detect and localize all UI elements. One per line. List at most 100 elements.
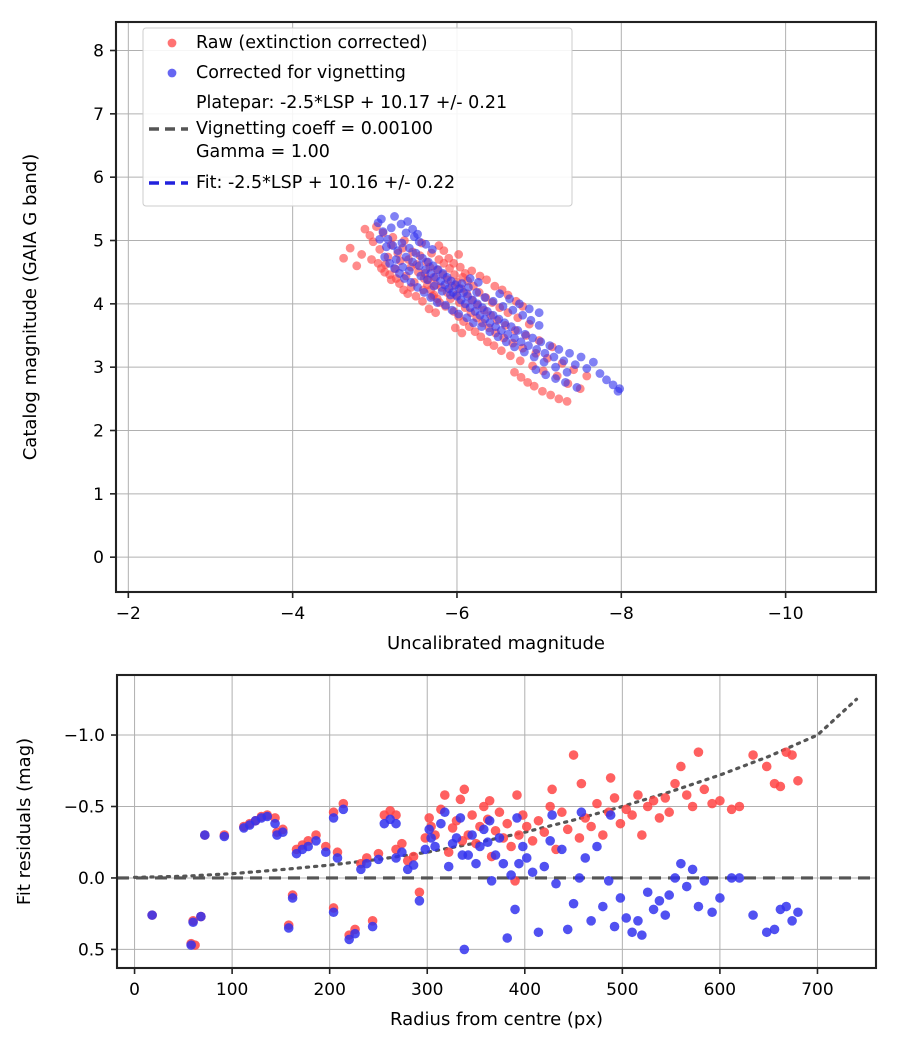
- data-point: [514, 858, 524, 869]
- data-point: [473, 277, 483, 287]
- data-point: [432, 298, 442, 307]
- data-point: [502, 933, 513, 943]
- data-point: [424, 824, 434, 835]
- data-point: [447, 305, 457, 315]
- data-point: [506, 322, 516, 332]
- data-point: [262, 811, 273, 822]
- data-point: [477, 322, 487, 332]
- data-point: [726, 804, 737, 815]
- data-point: [454, 250, 464, 259]
- data-point: [521, 853, 532, 863]
- data-point: [367, 921, 378, 932]
- data-point: [512, 790, 522, 800]
- legend-item[interactable]: Vignetting coeff = 0.00100: [149, 119, 433, 139]
- data-point: [605, 773, 616, 783]
- data-point: [699, 876, 710, 886]
- legend-item[interactable]: Corrected for vignetting: [167, 63, 406, 83]
- data-point: [414, 887, 425, 898]
- data-point: [352, 261, 362, 271]
- data-point: [408, 860, 419, 870]
- data-point: [562, 396, 572, 406]
- data-point: [490, 850, 501, 860]
- data-point: [519, 347, 529, 357]
- y-tick-label: −0.5: [64, 797, 105, 817]
- data-point: [451, 833, 462, 843]
- data-point: [464, 282, 473, 292]
- data-point: [598, 901, 608, 912]
- y-axis-label: Catalog magnitude (GAIA G band): [20, 154, 41, 461]
- legend-item-label: Fit: -2.5*LSP + 10.16 +/- 0.22: [196, 173, 455, 193]
- data-point: [414, 896, 425, 906]
- legend-item[interactable]: Fit: -2.5*LSP + 10.16 +/- 0.22: [149, 173, 455, 193]
- data-point: [515, 299, 524, 309]
- data-point: [397, 838, 407, 849]
- data-point: [539, 357, 549, 367]
- data-point: [516, 372, 526, 382]
- data-point: [401, 252, 411, 262]
- data-point: [391, 255, 401, 264]
- legend-item[interactable]: Platepar: -2.5*LSP + 10.17 +/- 0.21: [196, 93, 507, 113]
- data-point: [486, 876, 497, 886]
- data-point: [467, 810, 477, 820]
- legend-item[interactable]: Raw (extinction corrected): [167, 33, 428, 53]
- legend-item-label: Platepar: -2.5*LSP + 10.17 +/- 0.21: [196, 93, 507, 113]
- data-point: [457, 279, 467, 288]
- axis-ticks: −2 −4 −6 −8 −10 0 1 2 3 4 5 6 7 8: [93, 42, 803, 625]
- data-point: [390, 212, 399, 221]
- data-point: [664, 807, 674, 818]
- y-tick-label: 2: [93, 422, 104, 442]
- legend[interactable]: Raw (extinction corrected) Corrected for …: [142, 27, 573, 207]
- data-point: [633, 916, 643, 926]
- data-point: [615, 818, 626, 829]
- data-point: [521, 821, 532, 832]
- x-tick-label: −10: [768, 604, 804, 624]
- data-point: [386, 275, 396, 285]
- data-point: [490, 825, 501, 836]
- data-point: [278, 827, 288, 838]
- legend-item-label: Corrected for vignetting: [196, 63, 406, 83]
- data-point: [439, 807, 450, 818]
- data-point: [399, 285, 408, 295]
- data-point: [586, 916, 596, 926]
- data-point: [654, 896, 665, 906]
- data-point: [503, 329, 513, 339]
- data-point: [568, 898, 579, 909]
- data-point: [602, 375, 611, 385]
- data-point: [576, 352, 586, 362]
- data-point: [526, 315, 536, 325]
- data-point: [482, 337, 492, 347]
- data-point: [554, 345, 564, 354]
- data-point: [551, 374, 560, 383]
- data-point: [403, 217, 413, 226]
- data-point: [605, 810, 616, 820]
- x-tick-label: 500: [606, 980, 638, 1000]
- data-point: [436, 818, 446, 829]
- data-point: [547, 784, 557, 795]
- data-point: [467, 830, 477, 840]
- data-point: [532, 345, 542, 354]
- data-point: [484, 795, 495, 806]
- data-point: [367, 255, 376, 264]
- y-tick-label: 6: [93, 168, 104, 188]
- data-point: [287, 893, 298, 903]
- x-axis-label: Uncalibrated magnitude: [387, 633, 605, 654]
- data-point: [443, 847, 454, 858]
- data-point: [539, 861, 550, 872]
- data-point: [748, 750, 758, 760]
- data-point: [311, 836, 321, 846]
- photometric-calibration-plot: −2 −4 −6 −8 −10 0 1 2 3 4 5 6 7 8 Uncalibrated magnitu…: [20, 20, 878, 654]
- data-point: [609, 793, 620, 803]
- legend-marker-dot: [167, 68, 177, 78]
- data-point: [455, 813, 466, 823]
- data-point: [538, 386, 547, 396]
- legend-item-label: Raw (extinction corrected): [196, 33, 428, 53]
- data-point: [490, 281, 500, 291]
- data-point: [715, 795, 725, 806]
- data-point: [660, 793, 671, 803]
- data-point: [328, 907, 339, 918]
- data-point: [637, 830, 647, 840]
- data-point: [320, 847, 331, 858]
- legend-item[interactable]: Gamma = 1.00: [196, 142, 330, 162]
- data-point: [494, 833, 505, 843]
- data-point: [429, 281, 439, 291]
